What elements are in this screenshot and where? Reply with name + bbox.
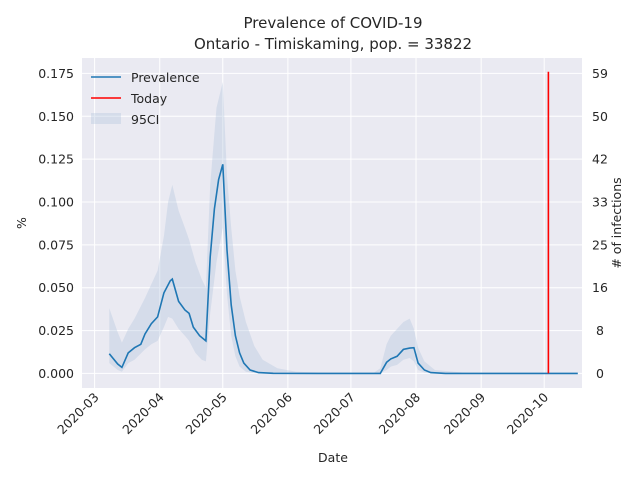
y-tick-label: 0.050 <box>38 280 74 295</box>
x-tick-label: 2020-06 <box>247 389 295 437</box>
y2-tick-label: 25 <box>592 237 608 252</box>
legend-ci-label: 95CI <box>131 112 159 127</box>
y2-tick-label: 16 <box>592 280 608 295</box>
y-tick-label: 0.025 <box>38 323 74 338</box>
y2-tick-label: 0 <box>596 366 604 381</box>
legend-ci-swatch <box>91 113 121 124</box>
y2-tick-label: 33 <box>592 195 608 210</box>
x-tick-label: 2020-05 <box>182 390 230 438</box>
y2-axis-label: # of infections <box>609 177 624 268</box>
y-tick-label: 0.150 <box>38 109 74 124</box>
x-tick-label: 2020-09 <box>441 389 489 437</box>
y2-tick-labels: 0 8 16 25 33 42 50 59 <box>592 66 608 381</box>
legend: Prevalence Today 95CI <box>91 70 200 127</box>
chart-title: Prevalence of COVID-19 <box>243 14 422 32</box>
y-tick-label: 0.075 <box>38 237 74 252</box>
y-axis-label: % <box>14 217 29 229</box>
x-tick-label: 2020-04 <box>119 389 167 437</box>
y2-tick-label: 59 <box>592 66 608 81</box>
x-tick-label: 2020-10 <box>504 389 552 437</box>
plot-area <box>82 58 582 388</box>
x-tick-label: 2020-03 <box>54 390 102 438</box>
x-tick-labels: 2020-03 2020-04 2020-05 2020-06 2020-07 2020-… <box>54 389 551 437</box>
y-tick-labels: 0.000 0.025 0.050 0.075 0.100 0.125 0.150 0.175 <box>38 66 74 381</box>
y2-tick-label: 8 <box>596 323 604 338</box>
y-tick-label: 0.000 <box>38 366 74 381</box>
x-tick-label: 2020-07 <box>310 390 358 438</box>
legend-prevalence-label: Prevalence <box>131 70 200 85</box>
y2-tick-label: 50 <box>592 109 608 124</box>
chart-subtitle: Ontario - Timiskaming, pop. = 33822 <box>194 35 472 53</box>
x-tick-label: 2020-08 <box>376 389 424 437</box>
x-axis-label: Date <box>318 450 348 465</box>
grid-lines <box>82 58 582 388</box>
legend-today-label: Today <box>130 91 168 106</box>
y-tick-label: 0.175 <box>38 66 74 81</box>
prevalence-line <box>108 164 578 375</box>
y-tick-label: 0.125 <box>38 152 74 167</box>
y2-tick-label: 42 <box>592 152 608 167</box>
y-tick-label: 0.100 <box>38 195 74 210</box>
